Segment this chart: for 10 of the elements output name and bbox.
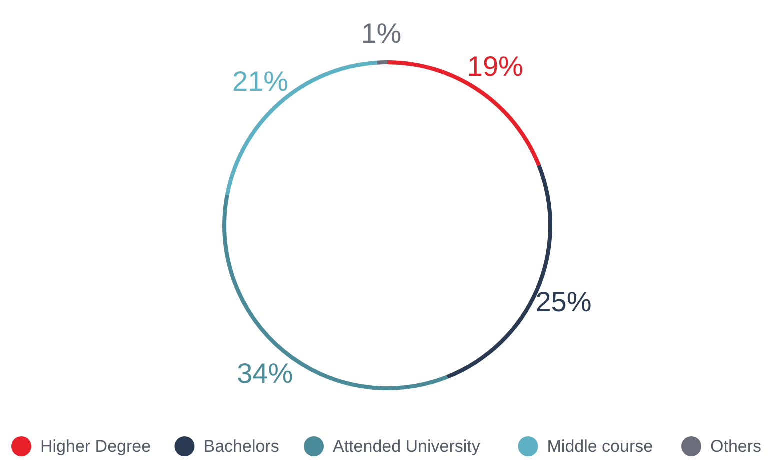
legend-label: Attended University <box>333 437 481 456</box>
data-label: 21% <box>232 66 289 97</box>
data-label: 19% <box>467 51 524 82</box>
legend-label: Middle course <box>547 437 654 456</box>
legend-label: Bachelors <box>204 437 280 456</box>
legend-label: Higher Degree <box>40 437 152 456</box>
data-label: 34% <box>237 358 294 389</box>
legend-label: Others <box>710 437 762 456</box>
data-label: 25% <box>536 286 592 318</box>
data-label: 1% <box>361 18 402 50</box>
